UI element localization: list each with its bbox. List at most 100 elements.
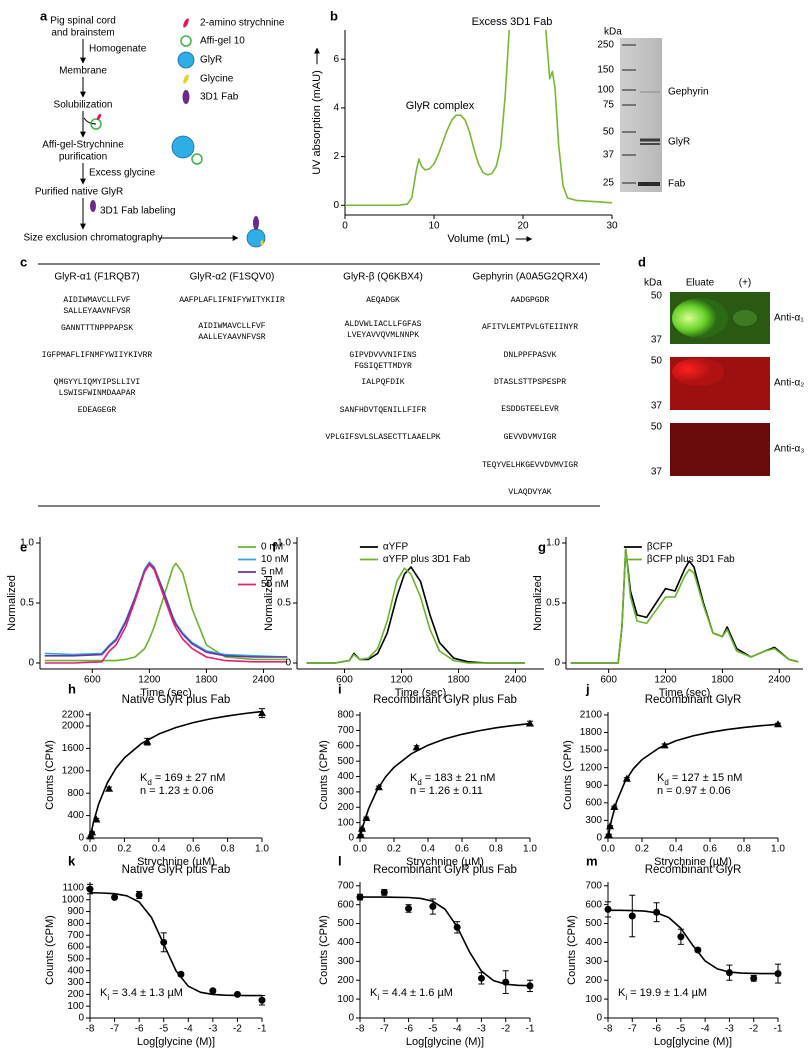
- x-tick-label: 0.0: [353, 844, 367, 855]
- chart: e 0 0.5 1.0 600 1200 1800 2400 Time (sec) Normali…: [6, 537, 292, 699]
- data-point: [526, 719, 534, 727]
- annotation: Excess 3D1 Fab: [472, 16, 553, 28]
- x-tick-label: 1800: [195, 675, 218, 686]
- x-tick-label: 2400: [252, 675, 275, 686]
- x-tick-label: -4: [701, 1024, 710, 1035]
- data-point: [477, 974, 485, 982]
- annotation: Kd = 127 ± 15 nM: [657, 772, 742, 787]
- y-tick-label: 100: [585, 994, 602, 1005]
- y-tick-label: 400: [67, 810, 84, 821]
- y-tick-label: 400: [67, 965, 84, 976]
- y-tick-label: 500: [67, 954, 84, 965]
- icon-fab: [90, 200, 96, 212]
- peptide: GIPVDVVVNIFINS: [349, 351, 416, 360]
- x-tick-label: 0.4: [152, 844, 166, 855]
- chart-title: Recombinant GlyR plus Fab: [373, 864, 517, 876]
- annotation: GlyR complex: [406, 100, 475, 112]
- legend-label: 2-amino strychnine: [200, 18, 285, 29]
- annotation-part: n = 1.23 ± 0.06: [140, 785, 214, 797]
- x-tick-label: 1200: [390, 675, 413, 686]
- annotation-part: K: [657, 772, 665, 784]
- x-tick-label: -7: [380, 1024, 389, 1035]
- x-tick-label: 2400: [504, 675, 527, 686]
- y-tick-label: 2: [333, 151, 339, 162]
- x-tick-label: 1.0: [523, 844, 537, 855]
- y-tick-label: 900: [67, 906, 84, 917]
- blot-signal: [672, 298, 728, 338]
- peptide: TEQYVELHKGEVVDVMVIGR: [482, 461, 578, 470]
- x-tick-label: 1200: [138, 675, 161, 686]
- x-tick-label: 1200: [654, 675, 677, 686]
- chart: f 0 0.5 1.0 600 1200 1800 2400 Time (sec) Normali…: [263, 537, 544, 699]
- chart: i Recombinant GlyR plus Fab 0 100 200 300 400 5…: [318, 681, 537, 867]
- x-tick-label: -5: [428, 1024, 437, 1035]
- x-tick-label: 0.4: [421, 844, 435, 855]
- y-tick-label: 600: [585, 899, 602, 910]
- x-tick-label: -6: [404, 1024, 413, 1035]
- x-tick-label: 1800: [711, 675, 734, 686]
- x-tick-label: 0: [342, 221, 348, 232]
- data-line: [570, 548, 799, 664]
- x-tick-label: -8: [86, 1024, 95, 1035]
- blot-marker: 37: [651, 335, 663, 346]
- annotation-part: d: [147, 778, 151, 787]
- y-tick-label: 0.5: [277, 598, 291, 609]
- panel-letter: l: [338, 853, 342, 868]
- plot-area: [345, 30, 612, 207]
- gel-marker: 100: [597, 85, 614, 96]
- gel-band-label: GlyR: [668, 137, 690, 148]
- data-line: [570, 548, 799, 664]
- peptide: VLAQDVYAK: [508, 488, 551, 497]
- data-point: [694, 946, 702, 954]
- y-tick-label: 1800: [580, 727, 603, 738]
- data-point: [628, 912, 636, 920]
- legend-label: 0 nM: [261, 542, 283, 553]
- panel-letter: f: [272, 539, 277, 554]
- chart-title: Native GlyR plus Fab: [122, 694, 231, 706]
- y-tick-label: 100: [337, 994, 354, 1005]
- blot-unit: kDa: [644, 278, 662, 289]
- y-axis-label: Counts (CPM): [562, 740, 574, 810]
- arrow-branch: [83, 117, 97, 125]
- y-tick-label: 300: [585, 956, 602, 967]
- panel-letter: c: [20, 254, 27, 269]
- annotation: n = 1.23 ± 0.06: [140, 785, 214, 797]
- annotation: Ki = 4.4 ± 1.6 µM: [370, 987, 453, 1002]
- data-line: [44, 563, 288, 664]
- peptide: AAFPLAFLIFNIFYWITYKIIR: [179, 296, 285, 305]
- y-tick-label: 700: [67, 930, 84, 941]
- chart: l Recombinant GlyR plus Fab 0 100 200 300 400 5…: [318, 853, 535, 1047]
- blot-signal: [672, 358, 724, 386]
- x-tick-label: -2: [233, 1024, 242, 1035]
- peptide: AFITVLEMTPVLGTEIINYR: [482, 323, 578, 332]
- y-axis-label: Counts (CPM): [44, 740, 56, 810]
- data-point: [750, 974, 758, 982]
- x-tick-label: 0.2: [117, 844, 131, 855]
- panel-letter: b: [330, 8, 338, 23]
- y-tick-label: 0: [28, 658, 34, 669]
- step: purification: [59, 152, 107, 163]
- x-tick-label: -8: [604, 1024, 613, 1035]
- legend-label: βCFP plus 3D1 Fab: [647, 554, 735, 565]
- blot-label: Anti-α₃: [774, 444, 804, 455]
- annotation-part: d: [664, 778, 668, 787]
- y-axis-label: Counts (CPM): [566, 915, 578, 985]
- annotation-part: = 127 ± 15 nM: [669, 772, 743, 784]
- chart: j Recombinant GlyR 0 300 600 900 1200 1500 1800 2…: [562, 681, 785, 867]
- gel: kDa 250 150 100 75 50 37 25 Gephyrin Gly…: [597, 27, 709, 192]
- y-tick-label: 600: [67, 942, 84, 953]
- y-axis-label: Counts (CPM): [318, 915, 330, 985]
- chart: h Native GlyR plus Fab 0 400 800 1200 1600 2000…: [44, 681, 269, 867]
- peptide: GEVVDVMVIGR: [504, 433, 557, 442]
- y-tick-label: 0: [596, 833, 602, 844]
- y-tick-label: 200: [337, 802, 354, 813]
- x-tick-label: -2: [501, 1024, 510, 1035]
- x-tick-label: -6: [135, 1024, 144, 1035]
- y-tick-label: 0: [348, 833, 354, 844]
- x-tick-label: -4: [453, 1024, 462, 1035]
- data-point: [405, 904, 413, 912]
- peptide: SALLEYAAVNFVSR: [63, 307, 130, 316]
- x-tick-label: 0.6: [455, 844, 469, 855]
- blot-label: Anti-α₂: [774, 378, 804, 389]
